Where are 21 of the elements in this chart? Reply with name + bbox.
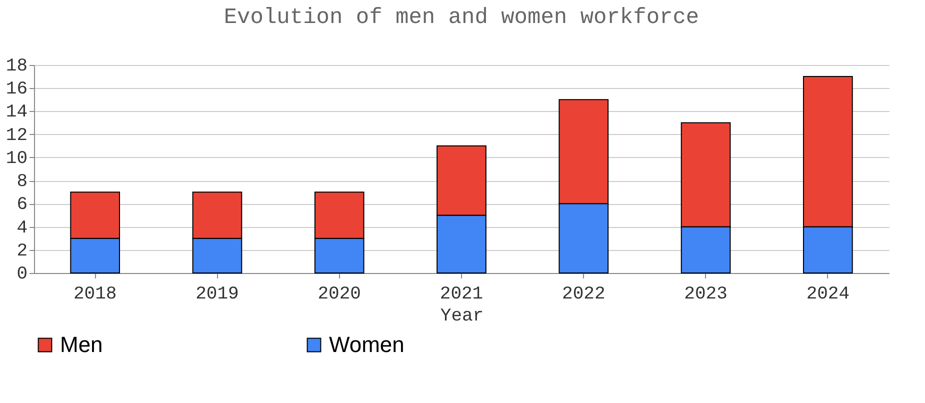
- x-tick-label: 2022: [562, 284, 606, 304]
- x-axis-title: Year: [440, 306, 484, 326]
- x-tick-label: 2023: [684, 284, 728, 304]
- x-tick-label: 2018: [73, 284, 117, 304]
- chart-title: Evolution of men and women workforce: [224, 5, 700, 30]
- y-tick-label: 4: [16, 218, 28, 238]
- y-tick-label: 18: [6, 56, 28, 76]
- y-tick-label: 12: [6, 126, 28, 146]
- y-tick-label: 6: [16, 195, 28, 216]
- y-tick-label: 14: [6, 102, 28, 123]
- y-tick-label: 2: [16, 241, 28, 262]
- x-tick-label: 2020: [318, 284, 361, 304]
- y-tick-label: 16: [6, 80, 28, 100]
- y-tick-label: 0: [16, 264, 28, 284]
- legend-label: Women: [329, 332, 404, 357]
- x-tick-label: 2019: [196, 284, 239, 304]
- y-tick-label: 10: [6, 148, 28, 169]
- x-tick-label: 2024: [806, 284, 850, 304]
- legend-label: Men: [60, 332, 103, 357]
- y-tick-label: 8: [16, 172, 28, 192]
- x-tick-label: 2021: [440, 284, 484, 304]
